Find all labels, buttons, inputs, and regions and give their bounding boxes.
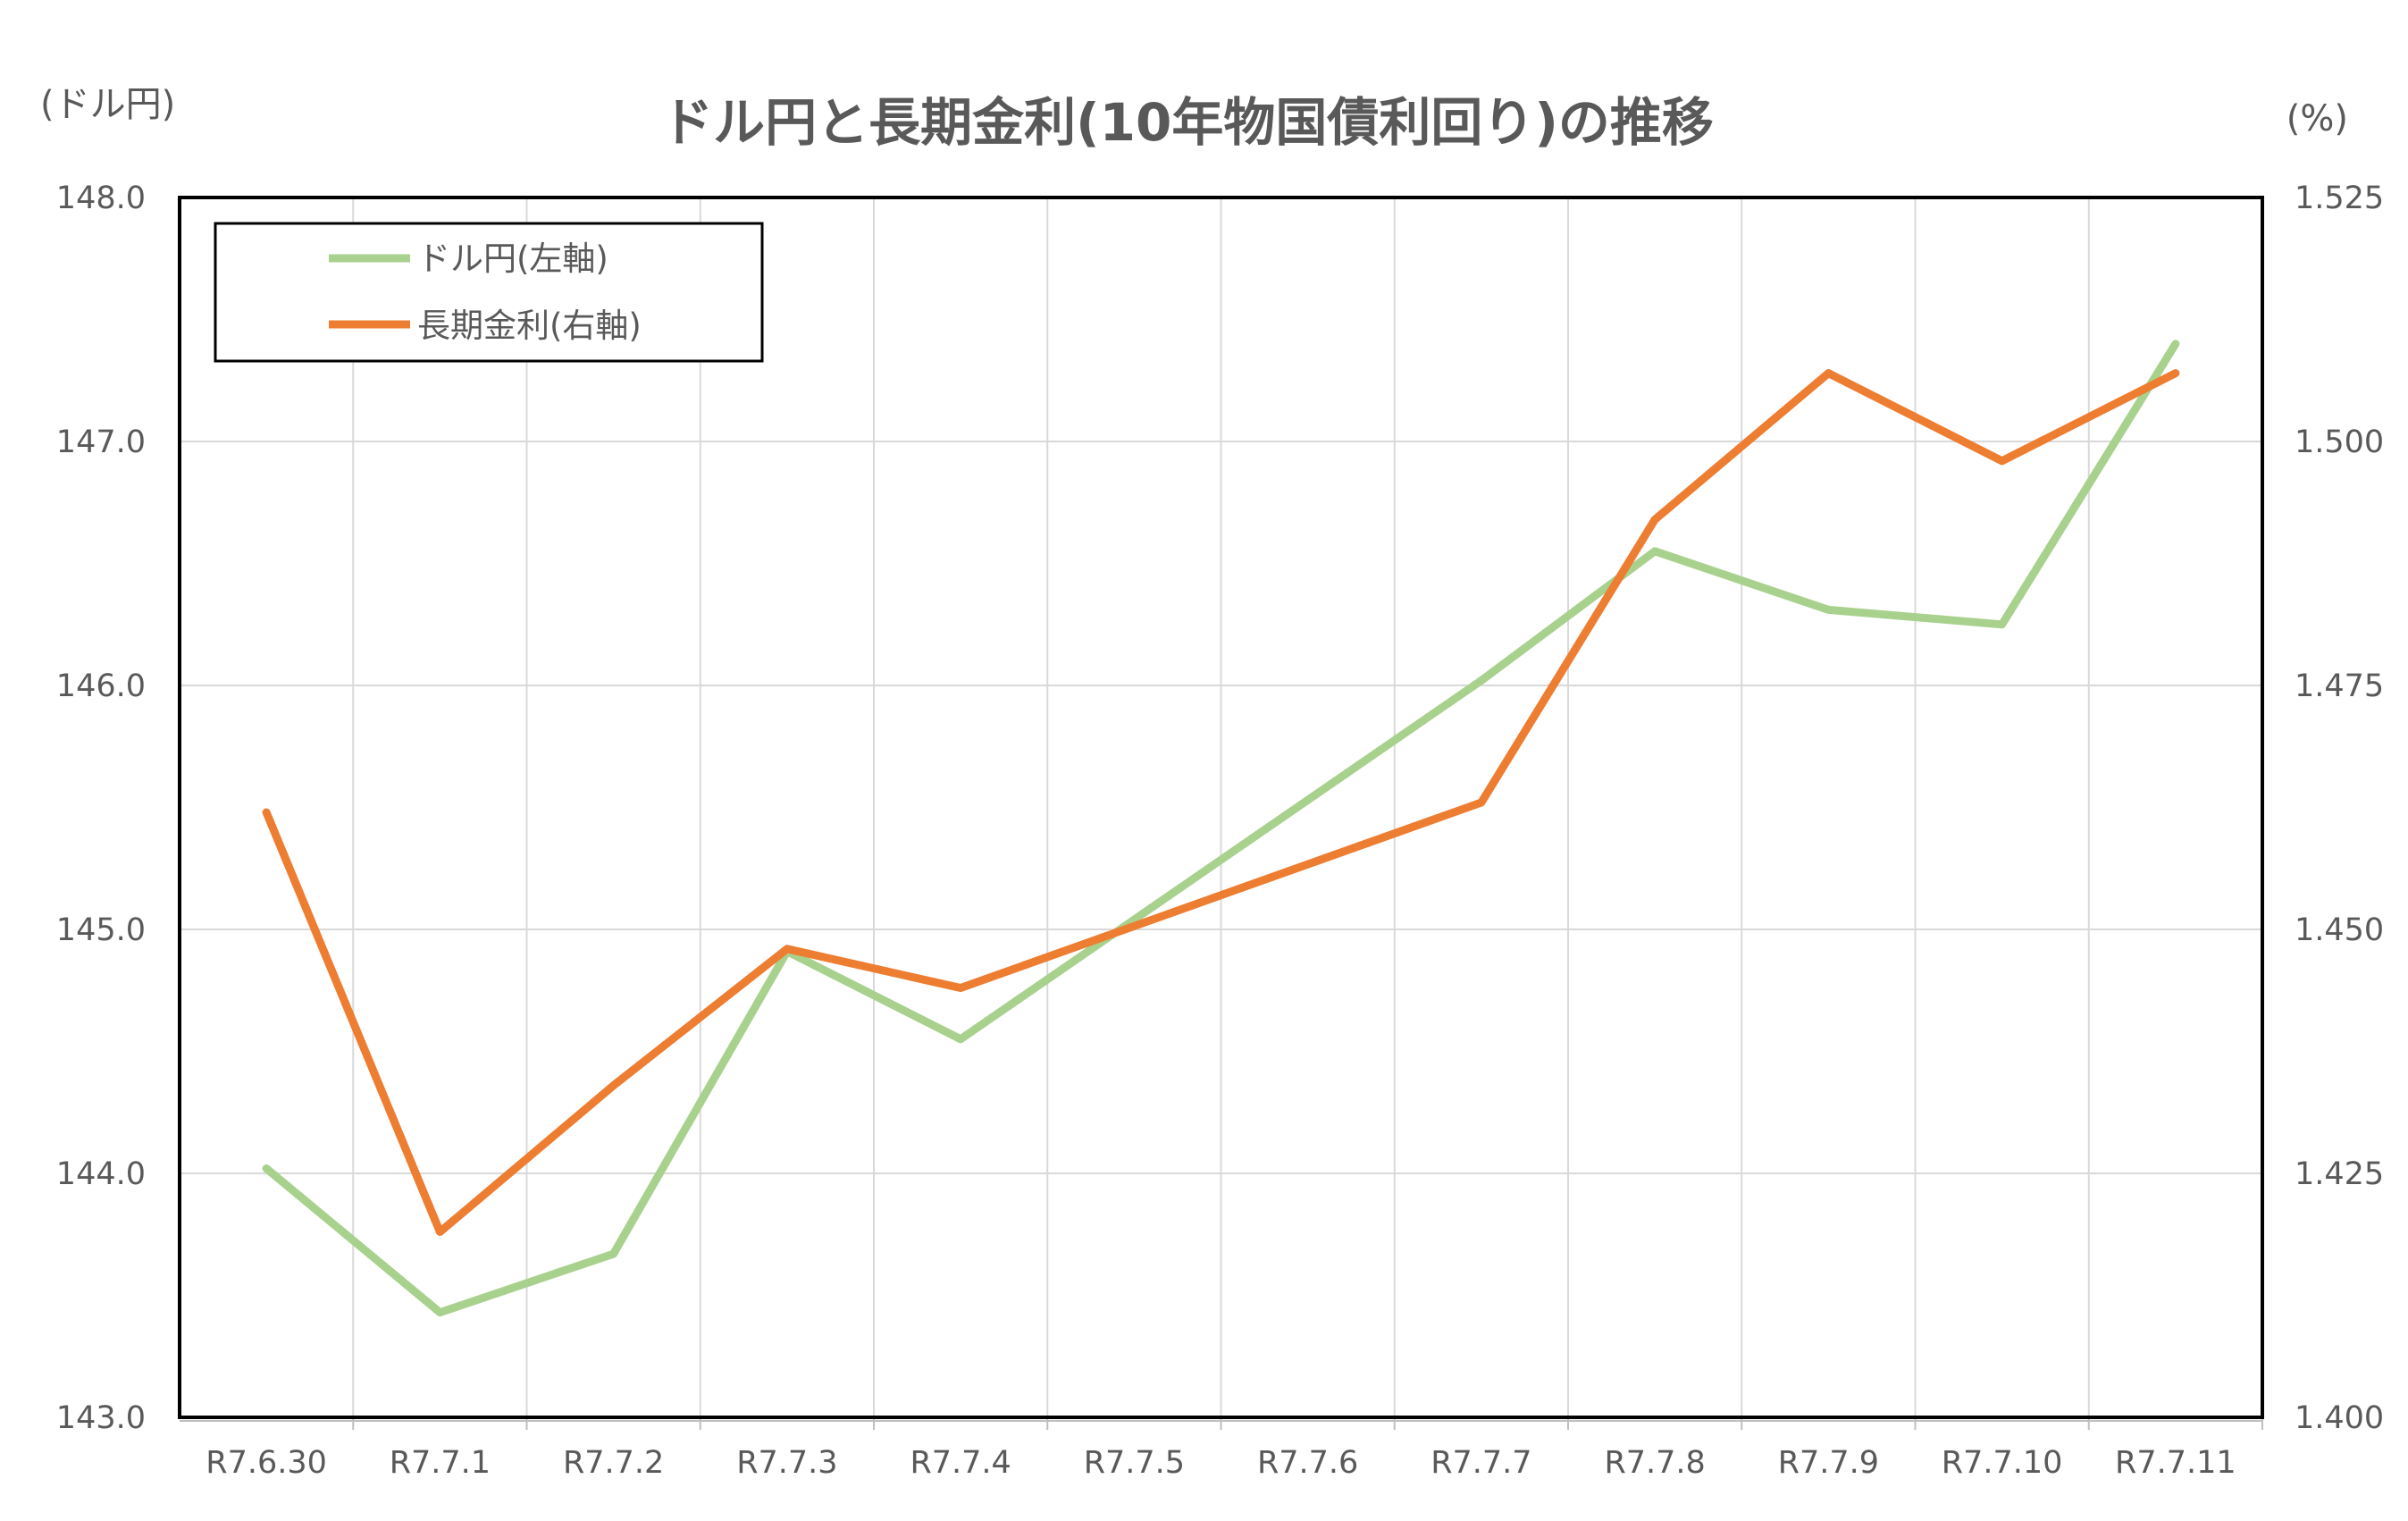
x-tick-label: R7.7.8	[1604, 1445, 1705, 1481]
right-axis-unit: (%)	[2286, 98, 2348, 139]
x-tick-label: R7.7.3	[736, 1445, 837, 1481]
x-tick-label: R7.7.6	[1257, 1445, 1358, 1481]
y-left-tick-label: 143.0	[56, 1400, 146, 1436]
legend-label-usdjpy: ドル円(左軸)	[417, 239, 608, 278]
y-left-tick-label: 146.0	[56, 668, 146, 704]
x-tick-label: R7.7.5	[1084, 1445, 1185, 1481]
y-right-tick-label: 1.425	[2295, 1156, 2384, 1192]
y-left-tick-label: 148.0	[56, 181, 146, 216]
x-tick-label: R7.7.2	[563, 1445, 664, 1481]
left-axis-unit: (ドル円)	[40, 84, 175, 125]
y-right-tick-label: 1.400	[2295, 1400, 2384, 1436]
y-right-tick-label: 1.475	[2295, 668, 2384, 704]
y-left-tick-label: 145.0	[56, 912, 146, 948]
series-line-usdjpy	[262, 340, 2180, 1317]
chart-title: ドル円と長期金利(10年物国債利回り)の推移	[661, 92, 1714, 153]
legend: ドル円(左軸) 長期金利(右軸)	[214, 222, 764, 363]
x-tick-label: R7.7.4	[910, 1445, 1011, 1481]
series-line-rate	[262, 369, 2180, 1236]
y-left-tick-label: 147.0	[56, 424, 146, 460]
x-tick-label: R7.7.10	[1942, 1445, 2063, 1481]
series	[262, 340, 2180, 1317]
axes: 148.0 1.525 147.0 1.500 146.0 1.475 145.0 1.450…	[56, 181, 2384, 1481]
y-right-tick-label: 1.450	[2295, 912, 2384, 948]
x-tick-label: R7.6.30	[206, 1445, 327, 1481]
x-tick-label: R7.7.9	[1778, 1445, 1879, 1481]
legend-box	[214, 222, 764, 363]
y-left-tick-label: 144.0	[56, 1156, 146, 1192]
legend-label-rate: 長期金利(右軸)	[417, 307, 642, 345]
y-right-tick-label: 1.525	[2295, 181, 2384, 216]
x-tick-label: R7.7.7	[1431, 1445, 1531, 1481]
y-right-tick-label: 1.500	[2295, 424, 2384, 460]
x-tick-label: R7.7.1	[390, 1445, 491, 1481]
plot-area-border	[178, 196, 2264, 1419]
x-tick-label: R7.7.11	[2115, 1445, 2236, 1481]
grid-lines	[180, 197, 2262, 1417]
